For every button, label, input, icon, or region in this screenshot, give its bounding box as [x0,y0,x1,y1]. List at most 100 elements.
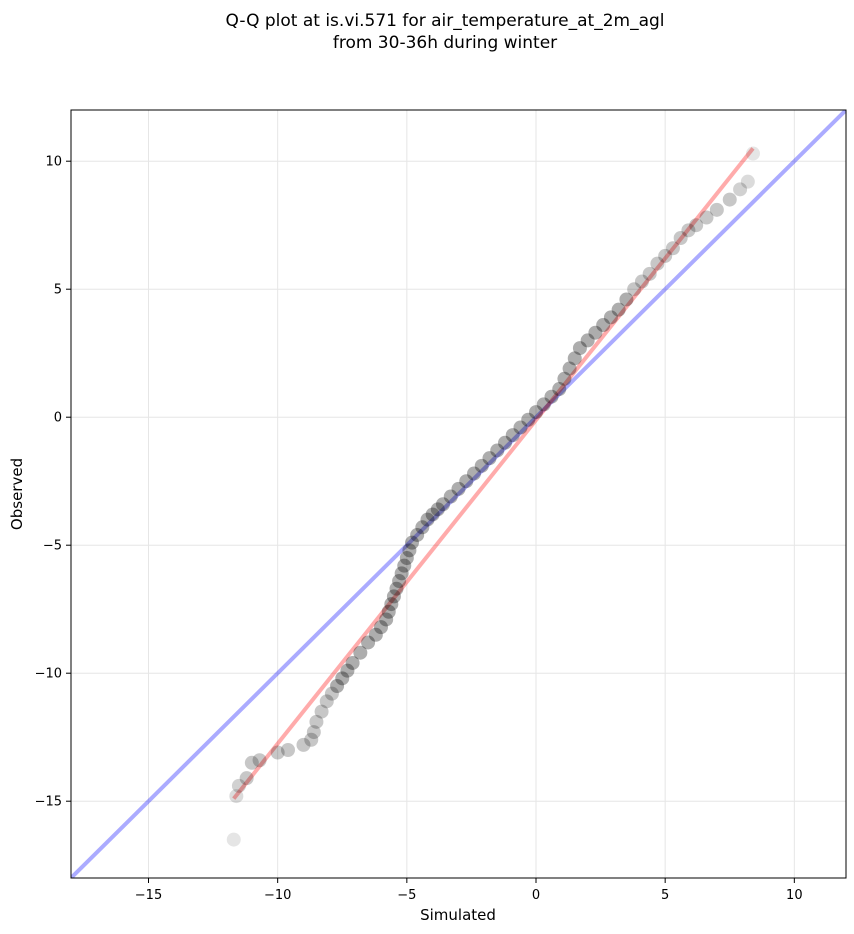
y-tick-label: 10 [45,155,62,170]
x-tick-label: −10 [264,888,291,903]
data-point [529,405,543,420]
data-point [562,361,577,376]
grid-lines [71,110,846,878]
data-point [650,256,665,271]
data-point [340,663,355,678]
chart-title-line-2: from 30-36h during winter [333,33,557,53]
y-tick-label: −5 [43,539,62,554]
data-point [709,202,724,217]
data-point [536,397,551,412]
data-point [627,282,642,297]
data-point [374,620,388,635]
data-point [665,241,680,256]
data-point [588,325,603,340]
data-points [226,146,760,847]
data-point [642,266,657,281]
data-point [239,771,254,786]
data-point [353,645,368,660]
data-point [580,333,595,348]
axis-ticks: −15 −10 −5 0 5 10 −15 −10 −5 0 5 10 [35,155,803,903]
data-point [309,714,324,729]
data-point [733,182,748,197]
data-point [603,310,618,325]
data-point [415,520,430,535]
data-point [330,679,345,693]
data-point [619,292,634,307]
data-point [521,412,536,427]
identity-line [71,110,846,878]
data-point [436,497,450,512]
y-axis-label: Observed [8,458,26,530]
data-point [567,351,582,366]
data-point [281,743,295,757]
data-point [459,474,474,489]
data-point [681,223,696,238]
y-tick-label: 5 [54,283,62,298]
data-point [451,481,466,496]
y-tick-label: −10 [35,667,62,682]
x-tick-label: −15 [135,888,162,903]
data-point [381,604,396,619]
y-tick-label: 0 [54,411,62,426]
x-tick-label: −5 [397,888,416,903]
data-point [634,274,649,289]
data-point [229,789,244,804]
data-point [482,451,497,466]
data-point [399,551,414,565]
data-point [490,443,505,458]
data-point [324,686,339,701]
data-point [658,248,673,263]
x-tick-label: 10 [786,888,803,903]
data-point [335,671,350,686]
reference-lines [71,110,846,878]
data-point [231,778,246,793]
x-axis-label: Simulated [420,906,496,924]
data-point [443,489,458,504]
data-point [392,574,407,589]
data-point [746,146,760,161]
data-point [397,558,412,573]
data-point [611,302,626,317]
data-point [244,755,259,770]
data-point [386,589,401,604]
data-point [498,435,512,450]
data-point [368,627,383,642]
data-point [314,704,329,719]
data-point [252,753,267,768]
y-tick-label: −15 [35,795,62,810]
data-point [544,389,559,404]
data-point [699,210,714,225]
data-point [722,192,737,207]
data-point [673,231,688,245]
data-point [402,543,417,558]
data-point [345,655,360,670]
data-point [557,371,572,386]
data-point [306,725,321,740]
x-tick-label: 5 [661,888,669,903]
data-point [467,466,481,481]
data-point [384,597,399,612]
plot-frame [70,109,847,879]
data-point [689,218,704,233]
data-point [226,832,241,847]
data-point [296,737,311,752]
data-point [474,458,489,473]
data-point [513,420,528,435]
fit-line [232,147,755,800]
data-point [394,566,409,581]
data-point [379,612,394,627]
data-point [304,732,319,747]
data-point [552,382,567,397]
data-point [389,581,404,596]
x-tick-label: 0 [532,888,540,903]
data-point [740,174,755,189]
chart-title-line-1: Q-Q plot at is.vi.571 for air_temperatur… [225,11,664,31]
data-point [505,428,520,443]
data-point [596,318,611,333]
plot-area [71,110,846,878]
data-point [405,535,419,550]
data-point [420,512,435,527]
data-point [270,745,285,760]
data-point [410,527,425,542]
